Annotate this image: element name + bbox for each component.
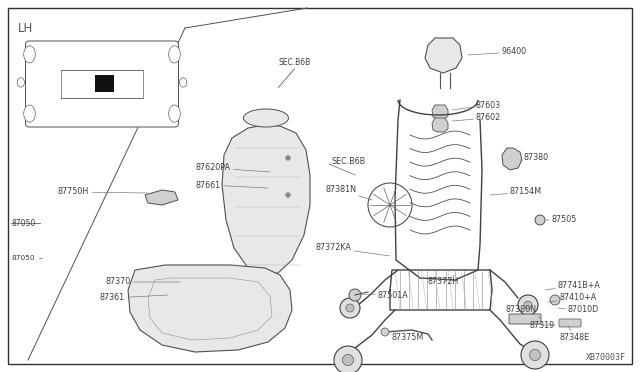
Ellipse shape [17,78,24,87]
Circle shape [286,193,290,197]
Circle shape [524,301,532,309]
Polygon shape [145,190,178,205]
Circle shape [346,304,354,312]
Text: 87602: 87602 [452,113,501,122]
Bar [95,75,114,92]
Circle shape [349,289,361,301]
Text: 87501A: 87501A [360,291,409,299]
Text: SEC.B6B: SEC.B6B [278,58,310,67]
Text: 87154M: 87154M [490,187,542,196]
Text: 87505: 87505 [545,215,577,224]
Ellipse shape [24,46,35,63]
Text: 87050: 87050 [11,219,35,228]
Polygon shape [432,105,448,119]
Text: 87620PA: 87620PA [196,164,270,173]
Ellipse shape [169,46,180,63]
Text: 87361: 87361 [100,294,168,302]
Text: 87750H: 87750H [58,187,148,196]
Circle shape [518,295,538,315]
FancyBboxPatch shape [26,41,179,127]
Ellipse shape [243,109,289,127]
Circle shape [529,349,541,360]
Text: 87381N: 87381N [325,186,372,200]
Circle shape [521,341,549,369]
Text: 96400: 96400 [468,48,527,57]
Bar [61,70,143,98]
Text: 87603: 87603 [452,100,501,110]
Text: XB70003F: XB70003F [586,353,626,362]
Text: 87372KA: 87372KA [315,244,390,256]
Text: 87319: 87319 [530,321,556,330]
Circle shape [286,156,290,160]
Text: 87380N: 87380N [505,305,540,318]
Text: 87348E: 87348E [560,326,590,343]
Polygon shape [128,265,292,352]
Text: 87050: 87050 [11,255,35,261]
Circle shape [340,298,360,318]
Circle shape [342,355,354,366]
Circle shape [535,215,545,225]
Text: 87410+A: 87410+A [548,294,597,302]
Text: 87372H: 87372H [428,275,460,286]
Text: 87741B+A: 87741B+A [545,280,601,290]
Ellipse shape [24,105,35,122]
Circle shape [334,346,362,372]
FancyBboxPatch shape [559,319,581,327]
Text: SEC.B6B: SEC.B6B [332,157,366,167]
Text: LH: LH [18,22,33,35]
Text: 87661: 87661 [196,180,268,189]
Polygon shape [425,38,462,73]
Ellipse shape [169,105,180,122]
Circle shape [381,328,389,336]
Circle shape [550,295,560,305]
Polygon shape [222,125,310,275]
Text: 87370: 87370 [105,278,180,286]
Polygon shape [502,148,522,170]
FancyBboxPatch shape [509,314,541,324]
Ellipse shape [180,78,187,87]
Text: 87375M: 87375M [388,334,424,343]
Text: 87010D: 87010D [558,305,599,314]
Polygon shape [432,118,448,132]
Text: 87380: 87380 [520,154,549,163]
